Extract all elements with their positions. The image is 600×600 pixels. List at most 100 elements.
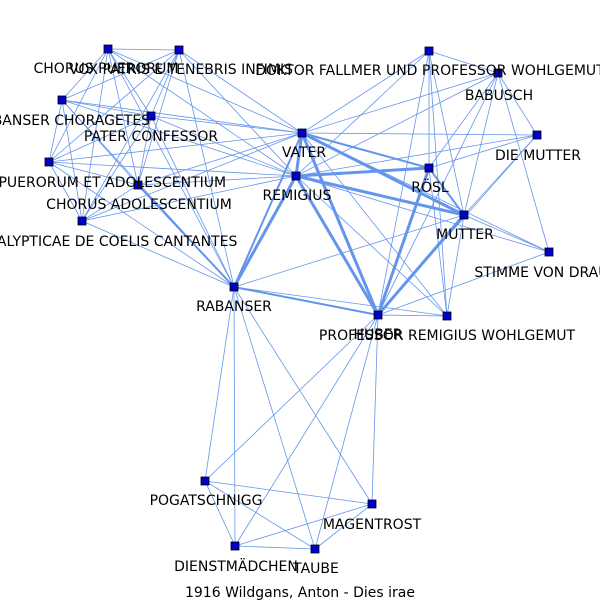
edge-remigius-stimme (295, 175, 550, 253)
edge-chorus_adolescentium-rabanser (137, 184, 235, 288)
edge-vater-mutter (300, 131, 466, 217)
node-rabanser[interactable] (229, 282, 239, 292)
edge-vox_patris-chorus_adolescentium (137, 49, 180, 186)
node-label-rosl: RÖSL (411, 178, 449, 196)
edge-vater-stimme (301, 132, 550, 253)
edge-chorus_puerorum-pater_confessor (107, 48, 152, 117)
edge-mutter-huber (376, 213, 466, 317)
edge-apokalypticae-remigius (81, 175, 297, 222)
edge-remigius-mutter (294, 174, 466, 217)
node-magentrost[interactable] (367, 499, 377, 509)
node-label-stimme: STIMME VON DRAUSSEN (474, 265, 600, 281)
edge-chorus_puerorum-rabanser_choragetes (61, 48, 109, 101)
node-label-remigius: REMIGIUS (263, 188, 332, 204)
graph-caption: 1916 Wildgans, Anton - Dies irae (185, 585, 415, 600)
edge-remigius-rabanser (232, 174, 298, 289)
edge-vater-huber (300, 131, 380, 317)
edge-babusch-stimme (497, 72, 550, 253)
edge-huber-taube (314, 314, 379, 550)
edge-huber-dienstmaedchen (234, 314, 379, 547)
node-mutter[interactable] (459, 210, 469, 220)
node-chorus_adolescentium[interactable] (133, 180, 143, 190)
node-pogatschnigg[interactable] (200, 476, 210, 486)
edge-chorus_puerorum_adolescentium-remigius (48, 161, 297, 177)
edge-rabanser_choragetes-chorus_puerorum_adolescentium (48, 99, 63, 163)
edge-chorus_puerorum-chorus_adolescentium (107, 48, 139, 186)
edge-magentrost-taube (314, 503, 373, 550)
edge-babusch-huber (377, 72, 499, 316)
edge-vater-rosl (301, 132, 430, 169)
node-rabanser_choragetes[interactable] (57, 95, 67, 105)
edge-rabanser-magentrost (233, 286, 373, 505)
node-pater_confessor[interactable] (146, 111, 156, 121)
edge-dienstmaedchen-taube (234, 545, 316, 550)
node-vater[interactable] (297, 128, 307, 138)
edge-doktor_fallmer-prof_remigius (428, 50, 448, 317)
edge-vox_patris-chorus_puerorum_adolescentium (48, 49, 180, 163)
edge-rabanser-dienstmaedchen (233, 286, 236, 547)
node-label-chorus_puerorum_adolescentium: CHORUS PUERORUM ET ADOLESCENTIUM (0, 175, 226, 191)
node-apokalypticae[interactable] (77, 216, 87, 226)
edge-babusch-vater (301, 72, 499, 134)
node-label-die_mutter: DIE MUTTER (495, 148, 581, 164)
edge-pogatschnigg-magentrost (204, 480, 373, 505)
node-label-rabanser: RABANSER (196, 299, 272, 315)
edge-vox_patris-apokalypticae (81, 49, 180, 222)
edge-rosl-mutter (428, 167, 465, 216)
edge-rabanser_choragetes-apokalypticae (61, 99, 83, 222)
edge-vox_patris-rabanser_choragetes (61, 49, 180, 101)
node-label-rabanser_choragetes: RABANSER CHORAGETES (0, 113, 150, 129)
edge-pater_confessor-rabanser (150, 115, 235, 288)
node-die_mutter[interactable] (532, 130, 542, 140)
edge-doktor_fallmer-remigius (295, 50, 430, 177)
edge-chorus_adolescentium-apokalypticae (81, 184, 139, 222)
edge-vox_patris-vater (178, 49, 303, 134)
edge-remigius-huber (294, 174, 380, 317)
edge-vox_patris-rabanser (178, 49, 235, 288)
edge-rabanser_choragetes-remigius (61, 99, 297, 177)
edge-layer (48, 48, 550, 550)
node-doktor_fallmer[interactable] (424, 46, 434, 56)
node-remigius[interactable] (291, 171, 301, 181)
node-chorus_puerorum_adolescentium[interactable] (44, 157, 54, 167)
edge-vox_patris-pater_confessor (150, 49, 180, 117)
edge-chorus_puerorum-vater (107, 48, 303, 134)
edge-doktor_fallmer-vater (301, 50, 430, 134)
edge-remigius-rosl (294, 166, 431, 178)
node-prof_remigius[interactable] (442, 311, 452, 321)
node-huber[interactable] (373, 310, 383, 320)
node-label-babusch: BABUSCH (465, 88, 533, 104)
edge-mutter-rabanser (233, 214, 465, 288)
edge-rabanser_choragetes-vater (61, 99, 303, 134)
edge-chorus_puerorum-remigius (107, 48, 297, 177)
edge-doktor_fallmer-mutter (428, 50, 465, 216)
node-layer (44, 44, 554, 554)
edge-chorus_puerorum-vox_patris (107, 48, 180, 51)
edge-chorus_puerorum_adolescentium-rabanser (48, 161, 235, 288)
node-rosl[interactable] (424, 163, 434, 173)
node-vox_patris[interactable] (174, 45, 184, 55)
edge-chorus_puerorum_adolescentium-chorus_adolescentium (48, 161, 139, 186)
node-stimme[interactable] (544, 247, 554, 257)
node-taube[interactable] (310, 544, 320, 554)
node-chorus_puerorum[interactable] (103, 44, 113, 54)
node-babusch[interactable] (493, 68, 503, 78)
edge-pater_confessor-remigius (150, 115, 297, 177)
edge-vater-die_mutter (301, 132, 538, 136)
node-label-huber: HUBER (354, 327, 403, 343)
edge-rosl-prof_remigius (428, 167, 448, 317)
node-label-prof_remigius: PROFESSOR REMIGIUS WOHLGEMUT (319, 328, 576, 344)
edge-doktor_fallmer-babusch (428, 50, 499, 74)
edge-rabanser-prof_remigius (233, 286, 448, 317)
edge-mutter-prof_remigius (446, 214, 465, 317)
node-label-chorus_puerorum: CHORUS PUERORUM (34, 61, 179, 77)
edge-babusch-rosl (428, 72, 499, 169)
edge-apokalypticae-vater (81, 132, 303, 222)
node-label-mutter: MUTTER (436, 227, 494, 243)
node-dienstmaedchen[interactable] (230, 541, 240, 551)
node-label-doktor_fallmer: DOKTOR FALLMER UND PROFESSOR WOHLGEMUT (255, 63, 600, 79)
edge-rabanser_choragetes-pater_confessor (61, 99, 152, 117)
edge-chorus_puerorum-rabanser (107, 48, 235, 288)
